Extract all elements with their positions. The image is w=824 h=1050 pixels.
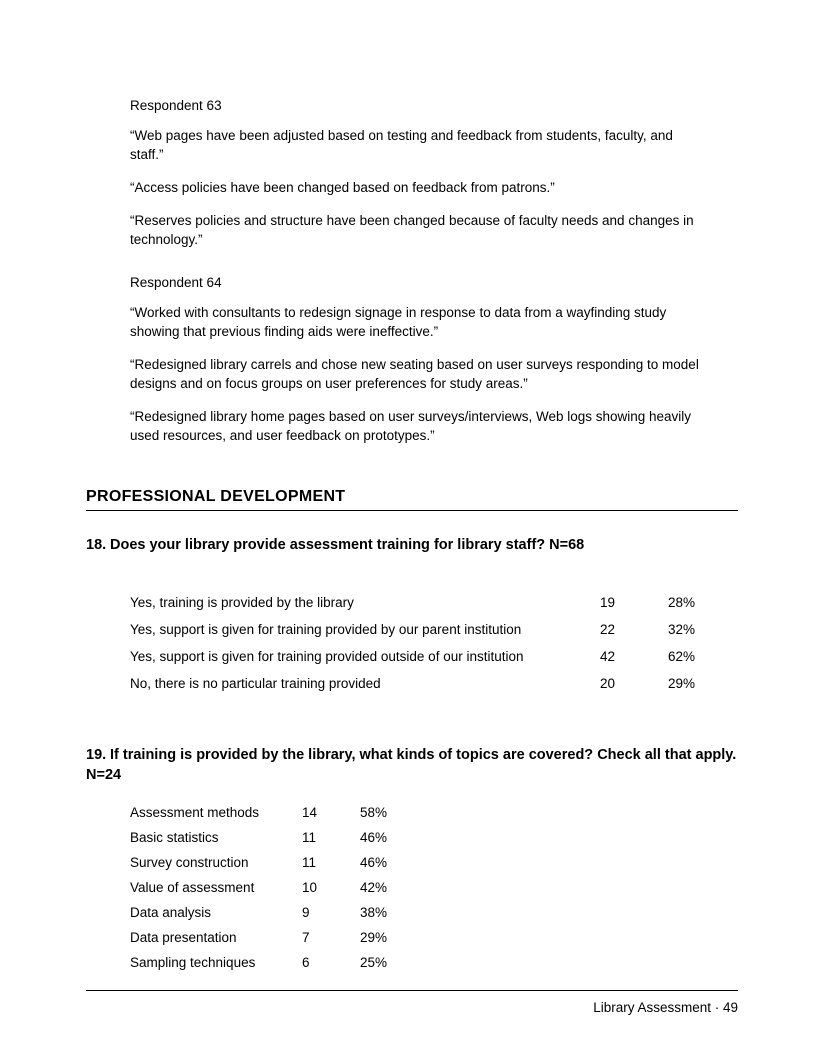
row-label: Survey construction: [130, 850, 302, 875]
quote: “Worked with consultants to redesign sig…: [130, 304, 710, 342]
table-row: Value of assessment 10 42%: [130, 875, 410, 900]
row-label: Sampling techniques: [130, 950, 302, 975]
respondent-block: Respondent 63 “Web pages have been adjus…: [86, 98, 738, 249]
row-label: Basic statistics: [130, 825, 302, 850]
table-row: Assessment methods 14 58%: [130, 800, 410, 825]
row-pct: 25%: [360, 950, 410, 975]
respondent-block: Respondent 64 “Worked with consultants t…: [86, 275, 738, 445]
table-row: Data analysis 9 38%: [130, 900, 410, 925]
question-19: 19.If training is provided by the librar…: [86, 745, 738, 786]
row-label: Yes, training is provided by the library: [130, 589, 600, 616]
question-text: If training is provided by the library, …: [86, 747, 736, 783]
row-label: Data presentation: [130, 925, 302, 950]
row-pct: 29%: [360, 925, 410, 950]
question-18: 18.Does your library provide assessment …: [86, 535, 738, 555]
row-pct: 62%: [668, 643, 718, 670]
row-pct: 29%: [668, 670, 718, 697]
quote: “Reserves policies and structure have be…: [130, 212, 710, 250]
table-row: Yes, support is given for training provi…: [130, 643, 718, 670]
row-count: 14: [302, 800, 360, 825]
row-count: 42: [600, 643, 668, 670]
page: Respondent 63 “Web pages have been adjus…: [0, 0, 824, 1015]
q19-table: Assessment methods 14 58% Basic statisti…: [130, 800, 410, 975]
question-number: 18.: [86, 535, 110, 555]
respondent-label: Respondent 63: [130, 98, 738, 113]
row-count: 7: [302, 925, 360, 950]
row-label: Assessment methods: [130, 800, 302, 825]
row-pct: 32%: [668, 616, 718, 643]
row-label: Yes, support is given for training provi…: [130, 643, 600, 670]
quote: “Redesigned library carrels and chose ne…: [130, 356, 710, 394]
row-pct: 58%: [360, 800, 410, 825]
table-row: Survey construction 11 46%: [130, 850, 410, 875]
row-pct: 42%: [360, 875, 410, 900]
row-count: 9: [302, 900, 360, 925]
table-row: Data presentation 7 29%: [130, 925, 410, 950]
question-number: 19.: [86, 745, 110, 765]
table-row: Yes, support is given for training provi…: [130, 616, 718, 643]
row-label: Value of assessment: [130, 875, 302, 900]
row-pct: 46%: [360, 825, 410, 850]
section-heading: PROFESSIONAL DEVELOPMENT: [86, 488, 738, 511]
table-row: No, there is no particular training prov…: [130, 670, 718, 697]
question-text: Does your library provide assessment tra…: [110, 537, 584, 553]
table-row: Sampling techniques 6 25%: [130, 950, 410, 975]
page-footer: Library Assessment · 49: [593, 1000, 738, 1015]
quote: “Web pages have been adjusted based on t…: [130, 127, 710, 165]
footer-rule: [86, 990, 738, 991]
quote: “Access policies have been changed based…: [130, 179, 710, 198]
q18-table: Yes, training is provided by the library…: [130, 589, 718, 697]
row-label: Yes, support is given for training provi…: [130, 616, 600, 643]
row-count: 19: [600, 589, 668, 616]
quote: “Redesigned library home pages based on …: [130, 408, 710, 446]
row-count: 11: [302, 850, 360, 875]
row-count: 10: [302, 875, 360, 900]
row-count: 11: [302, 825, 360, 850]
row-pct: 46%: [360, 850, 410, 875]
table-row: Yes, training is provided by the library…: [130, 589, 718, 616]
row-count: 20: [600, 670, 668, 697]
row-label: No, there is no particular training prov…: [130, 670, 600, 697]
row-count: 22: [600, 616, 668, 643]
row-label: Data analysis: [130, 900, 302, 925]
row-pct: 38%: [360, 900, 410, 925]
respondent-label: Respondent 64: [130, 275, 738, 290]
table-row: Basic statistics 11 46%: [130, 825, 410, 850]
row-count: 6: [302, 950, 360, 975]
row-pct: 28%: [668, 589, 718, 616]
